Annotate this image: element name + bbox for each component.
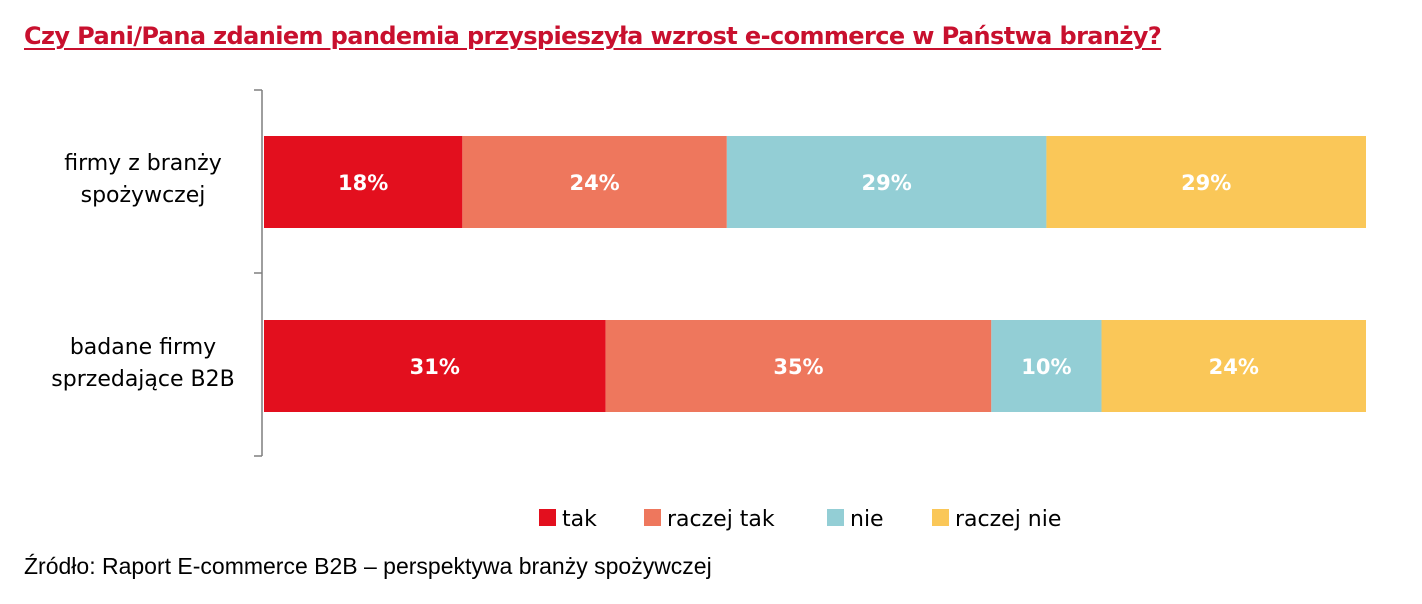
legend-swatch-raczej-nie (932, 509, 949, 526)
data-label: 10% (1021, 355, 1071, 379)
legend-swatch-nie (827, 509, 844, 526)
bar-segment-raczej-tak (605, 320, 992, 412)
bar-segment-raczej-nie (1101, 320, 1366, 412)
data-label: 24% (1209, 355, 1259, 379)
category-label-1: badane firmy sprzedające B2B (51, 335, 234, 392)
data-label: 24% (569, 171, 619, 195)
bar-segment-tak (264, 136, 463, 228)
source-note: Źródło: Raport E-commerce B2B – perspekt… (24, 553, 712, 579)
data-label: 31% (410, 355, 460, 379)
legend-label-raczej-tak: raczej tak (667, 507, 775, 532)
data-label: 29% (861, 171, 911, 195)
bar-segment-tak (264, 320, 606, 412)
legend-label-nie: nie (850, 507, 884, 532)
legend-swatch-tak (539, 509, 556, 526)
data-label: 35% (773, 355, 823, 379)
category-label-line: sprzedające B2B (51, 367, 234, 392)
category-label-line: spożywczej (81, 183, 206, 208)
data-label: 29% (1181, 171, 1231, 195)
legend-label-raczej-nie: raczej nie (955, 507, 1061, 532)
category-label-line: badane firmy (70, 335, 216, 360)
bar-segment-nie (991, 320, 1102, 412)
chart-title: Czy Pani/Pana zdaniem pandemia przyspies… (24, 22, 1162, 50)
category-label-line: firmy z branży (64, 151, 222, 176)
legend-swatch-raczej-tak (644, 509, 661, 526)
legend-label-tak: tak (562, 507, 597, 532)
category-label-0: firmy z branży spożywczej (64, 151, 222, 208)
data-label: 18% (338, 171, 388, 195)
bar-segment-nie (726, 136, 1047, 228)
bar-segment-raczej-tak (462, 136, 727, 228)
bar-segment-raczej-nie (1046, 136, 1366, 228)
